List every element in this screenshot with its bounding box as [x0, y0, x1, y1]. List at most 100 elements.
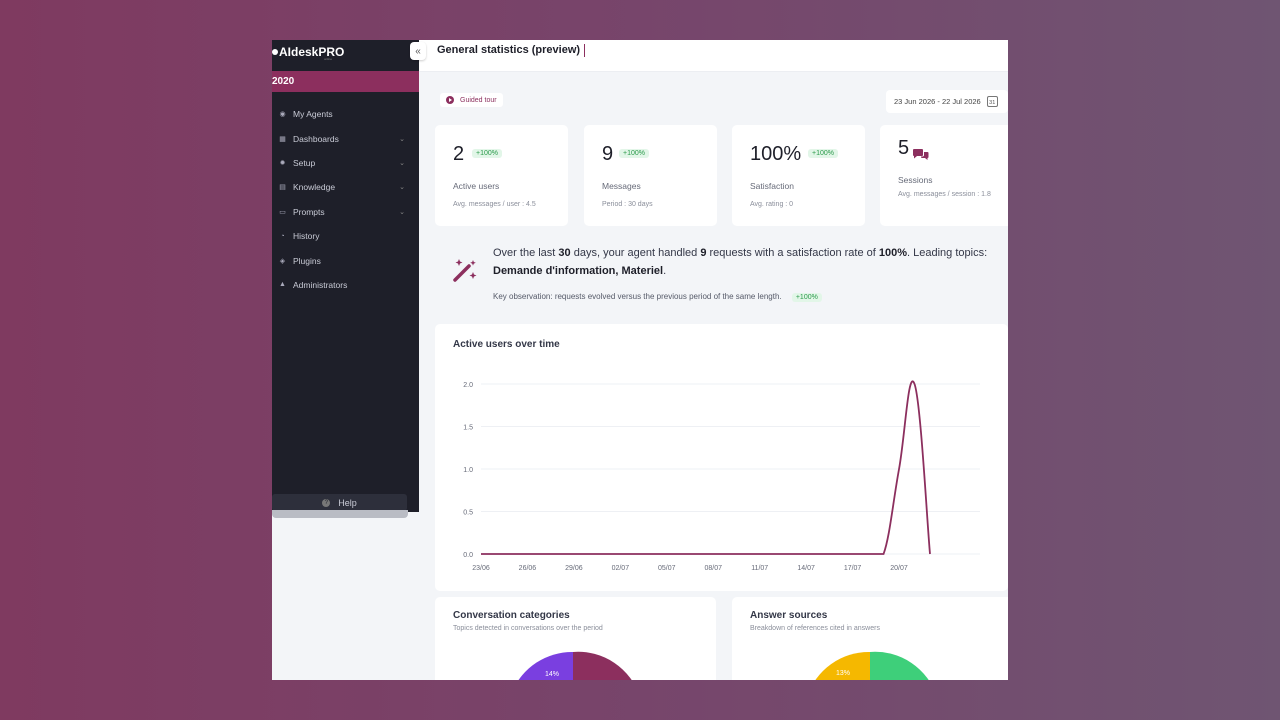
app-window: AIdeskPRO online 2020 ◉ My Agents ▦ Dashboa…	[272, 40, 1008, 680]
insight-text: Over the last	[493, 247, 559, 259]
categories-pie-chart: 14%	[518, 651, 632, 680]
sidebar-item-history[interactable]: ◔ History	[272, 224, 419, 248]
sidebar-item-label: My Agents	[293, 109, 333, 120]
y-tick-label: 0.5	[463, 510, 473, 517]
sidebar-item-dashboards[interactable]: ▦ Dashboards ⌄	[272, 126, 419, 150]
x-tick-label: 20/07	[890, 565, 908, 572]
sidebar-item-label: Administrators	[293, 279, 348, 290]
sidebar-item-label: Knowledge	[293, 182, 336, 193]
collapse-sidebar-button[interactable]: «	[410, 42, 426, 60]
sidebar-item-label: Dashboards	[293, 133, 339, 144]
admin-icon: ▲	[279, 281, 286, 289]
insight-text: days, your agent handled	[570, 247, 701, 259]
pie-slice-label: 13%	[836, 670, 850, 677]
sidebar-item-knowledge[interactable]: ▤ Knowledge ⌄	[272, 175, 419, 199]
plugin-icon: ◈	[279, 257, 286, 265]
page-header: General statistics (preview)	[419, 40, 1008, 72]
guided-tour-label: Guided tour	[460, 96, 497, 104]
x-tick-label: 14/07	[797, 565, 815, 572]
calendar-day: 31	[989, 100, 996, 106]
observation-badge: +100%	[791, 293, 822, 302]
help-button[interactable]: ? Help	[272, 494, 407, 511]
page-title: General statistics (preview)	[437, 44, 581, 56]
logo-icon	[272, 49, 278, 55]
stat-sub: Avg. messages / session : 1.8	[898, 191, 991, 198]
insight-topics: Demande d'information, Materiel	[493, 265, 664, 277]
app-logo[interactable]: AIdeskPRO	[272, 43, 344, 61]
card-subtitle: Breakdown of references cited in answers	[750, 625, 880, 632]
chat-bubbles-icon	[913, 149, 929, 160]
sidebar-nav: ◉ My Agents ▦ Dashboards ⌄ ✹ Setup ⌄ ▤ Knowledge ⌄…	[272, 102, 419, 297]
chevrons-left-icon: «	[415, 45, 421, 57]
stat-value: 100%	[750, 143, 802, 165]
insight-requests: 9	[700, 247, 707, 259]
sidebar-item-my-agents[interactable]: ◉ My Agents	[272, 102, 419, 126]
logo-subtitle: online	[324, 57, 333, 61]
insight-summary: Over the last 30 days, your agent handle…	[493, 244, 993, 280]
chevron-down-icon: ⌄	[399, 135, 405, 143]
sidebar: AIdeskPRO online 2020 ◉ My Agents ▦ Dashboa…	[272, 40, 419, 512]
history-icon: ◔	[280, 232, 285, 240]
stat-label: Active users	[453, 181, 500, 191]
chevron-down-icon: ⌄	[399, 208, 405, 216]
insight-text: requests with a satisfaction rate of	[706, 247, 879, 259]
sidebar-item-setup[interactable]: ✹ Setup ⌄	[272, 151, 419, 175]
ai-insight-panel: Over the last 30 days, your agent handle…	[435, 236, 1008, 322]
stat-sub: Avg. rating : 0	[750, 201, 794, 208]
sidebar-item-prompts[interactable]: ▭ Prompts ⌄	[272, 200, 419, 224]
stat-card-satisfaction: 100% +100% Satisfaction Avg. rating : 0	[732, 125, 865, 226]
insight-observation: Key observation: requests evolved versus…	[493, 292, 822, 302]
logo-text: AIdeskPRO	[279, 45, 345, 59]
magic-wand-icon	[453, 259, 477, 282]
pie-slice-magenta	[573, 651, 632, 680]
x-tick-label: 29/06	[565, 565, 583, 572]
insight-rate: 100%	[878, 247, 908, 259]
stat-label: Satisfaction	[750, 181, 794, 191]
x-tick-label: 11/07	[751, 565, 768, 572]
active-users-chart-card: Active users over time 0.0 0.5 1.0 1.5 2.0 23…	[435, 324, 1008, 591]
insight-days: 30	[558, 247, 571, 259]
date-range-picker[interactable]: 23 Jun 2026 - 22 Jul 2026 31	[886, 90, 1008, 113]
card-title: Answer sources	[750, 610, 828, 621]
stat-card-messages: 9 +100% Messages Period : 30 days	[584, 125, 717, 226]
date-range-text: 23 Jun 2026 - 22 Jul 2026	[894, 97, 981, 106]
stat-label: Sessions	[898, 175, 933, 185]
y-tick-label: 2.0	[463, 382, 473, 389]
agents-icon: ◉	[279, 111, 286, 119]
text-cursor	[584, 44, 585, 57]
card-subtitle: Topics detected in conversations over th…	[453, 625, 603, 632]
x-tick-label: 02/07	[612, 565, 630, 572]
organization-selector[interactable]: 2020	[272, 71, 419, 92]
sidebar-footer-shadow	[272, 510, 408, 518]
sidebar-item-label: Prompts	[293, 206, 325, 217]
pie-slice-violet	[518, 651, 573, 680]
active-users-line-chart: 0.0 0.5 1.0 1.5 2.0 23/06 26/06 29/06 02/07 05/07…	[463, 380, 980, 572]
sidebar-item-plugins[interactable]: ◈ Plugins	[272, 248, 419, 272]
guided-tour-button[interactable]: Guided tour	[440, 93, 503, 107]
chevron-down-icon: ⌄	[399, 184, 405, 192]
gear-icon: ✹	[279, 159, 286, 167]
sidebar-item-administrators[interactable]: ▲ Administrators	[272, 273, 419, 297]
x-tick-label: 23/06	[472, 565, 490, 572]
x-tick-label: 05/07	[658, 565, 676, 572]
stat-value: 9	[602, 143, 614, 165]
prompt-icon: ▭	[279, 208, 286, 216]
chevron-down-icon: ⌄	[399, 159, 405, 167]
help-label: Help	[338, 497, 357, 508]
y-tick-label: 0.0	[463, 552, 473, 559]
observation-text: Key observation: requests evolved versus…	[493, 292, 782, 301]
play-icon	[446, 96, 454, 104]
calendar-icon: 31	[986, 96, 998, 107]
insight-text: .	[663, 265, 667, 277]
pie-slice-yellow	[815, 651, 870, 680]
book-icon: ▤	[279, 184, 286, 192]
insight-text: . Leading topics:	[907, 247, 988, 259]
stat-sub: Period : 30 days	[602, 201, 653, 208]
x-tick-label: 26/06	[519, 565, 537, 572]
help-icon: ?	[322, 498, 331, 507]
y-tick-label: 1.0	[463, 467, 473, 474]
stat-change-badge: +100%	[808, 149, 838, 158]
stat-card-active-users: 2 +100% Active users Avg. messages / use…	[435, 125, 568, 226]
sidebar-item-label: History	[293, 231, 320, 242]
chart-title: Active users over time	[453, 339, 560, 350]
